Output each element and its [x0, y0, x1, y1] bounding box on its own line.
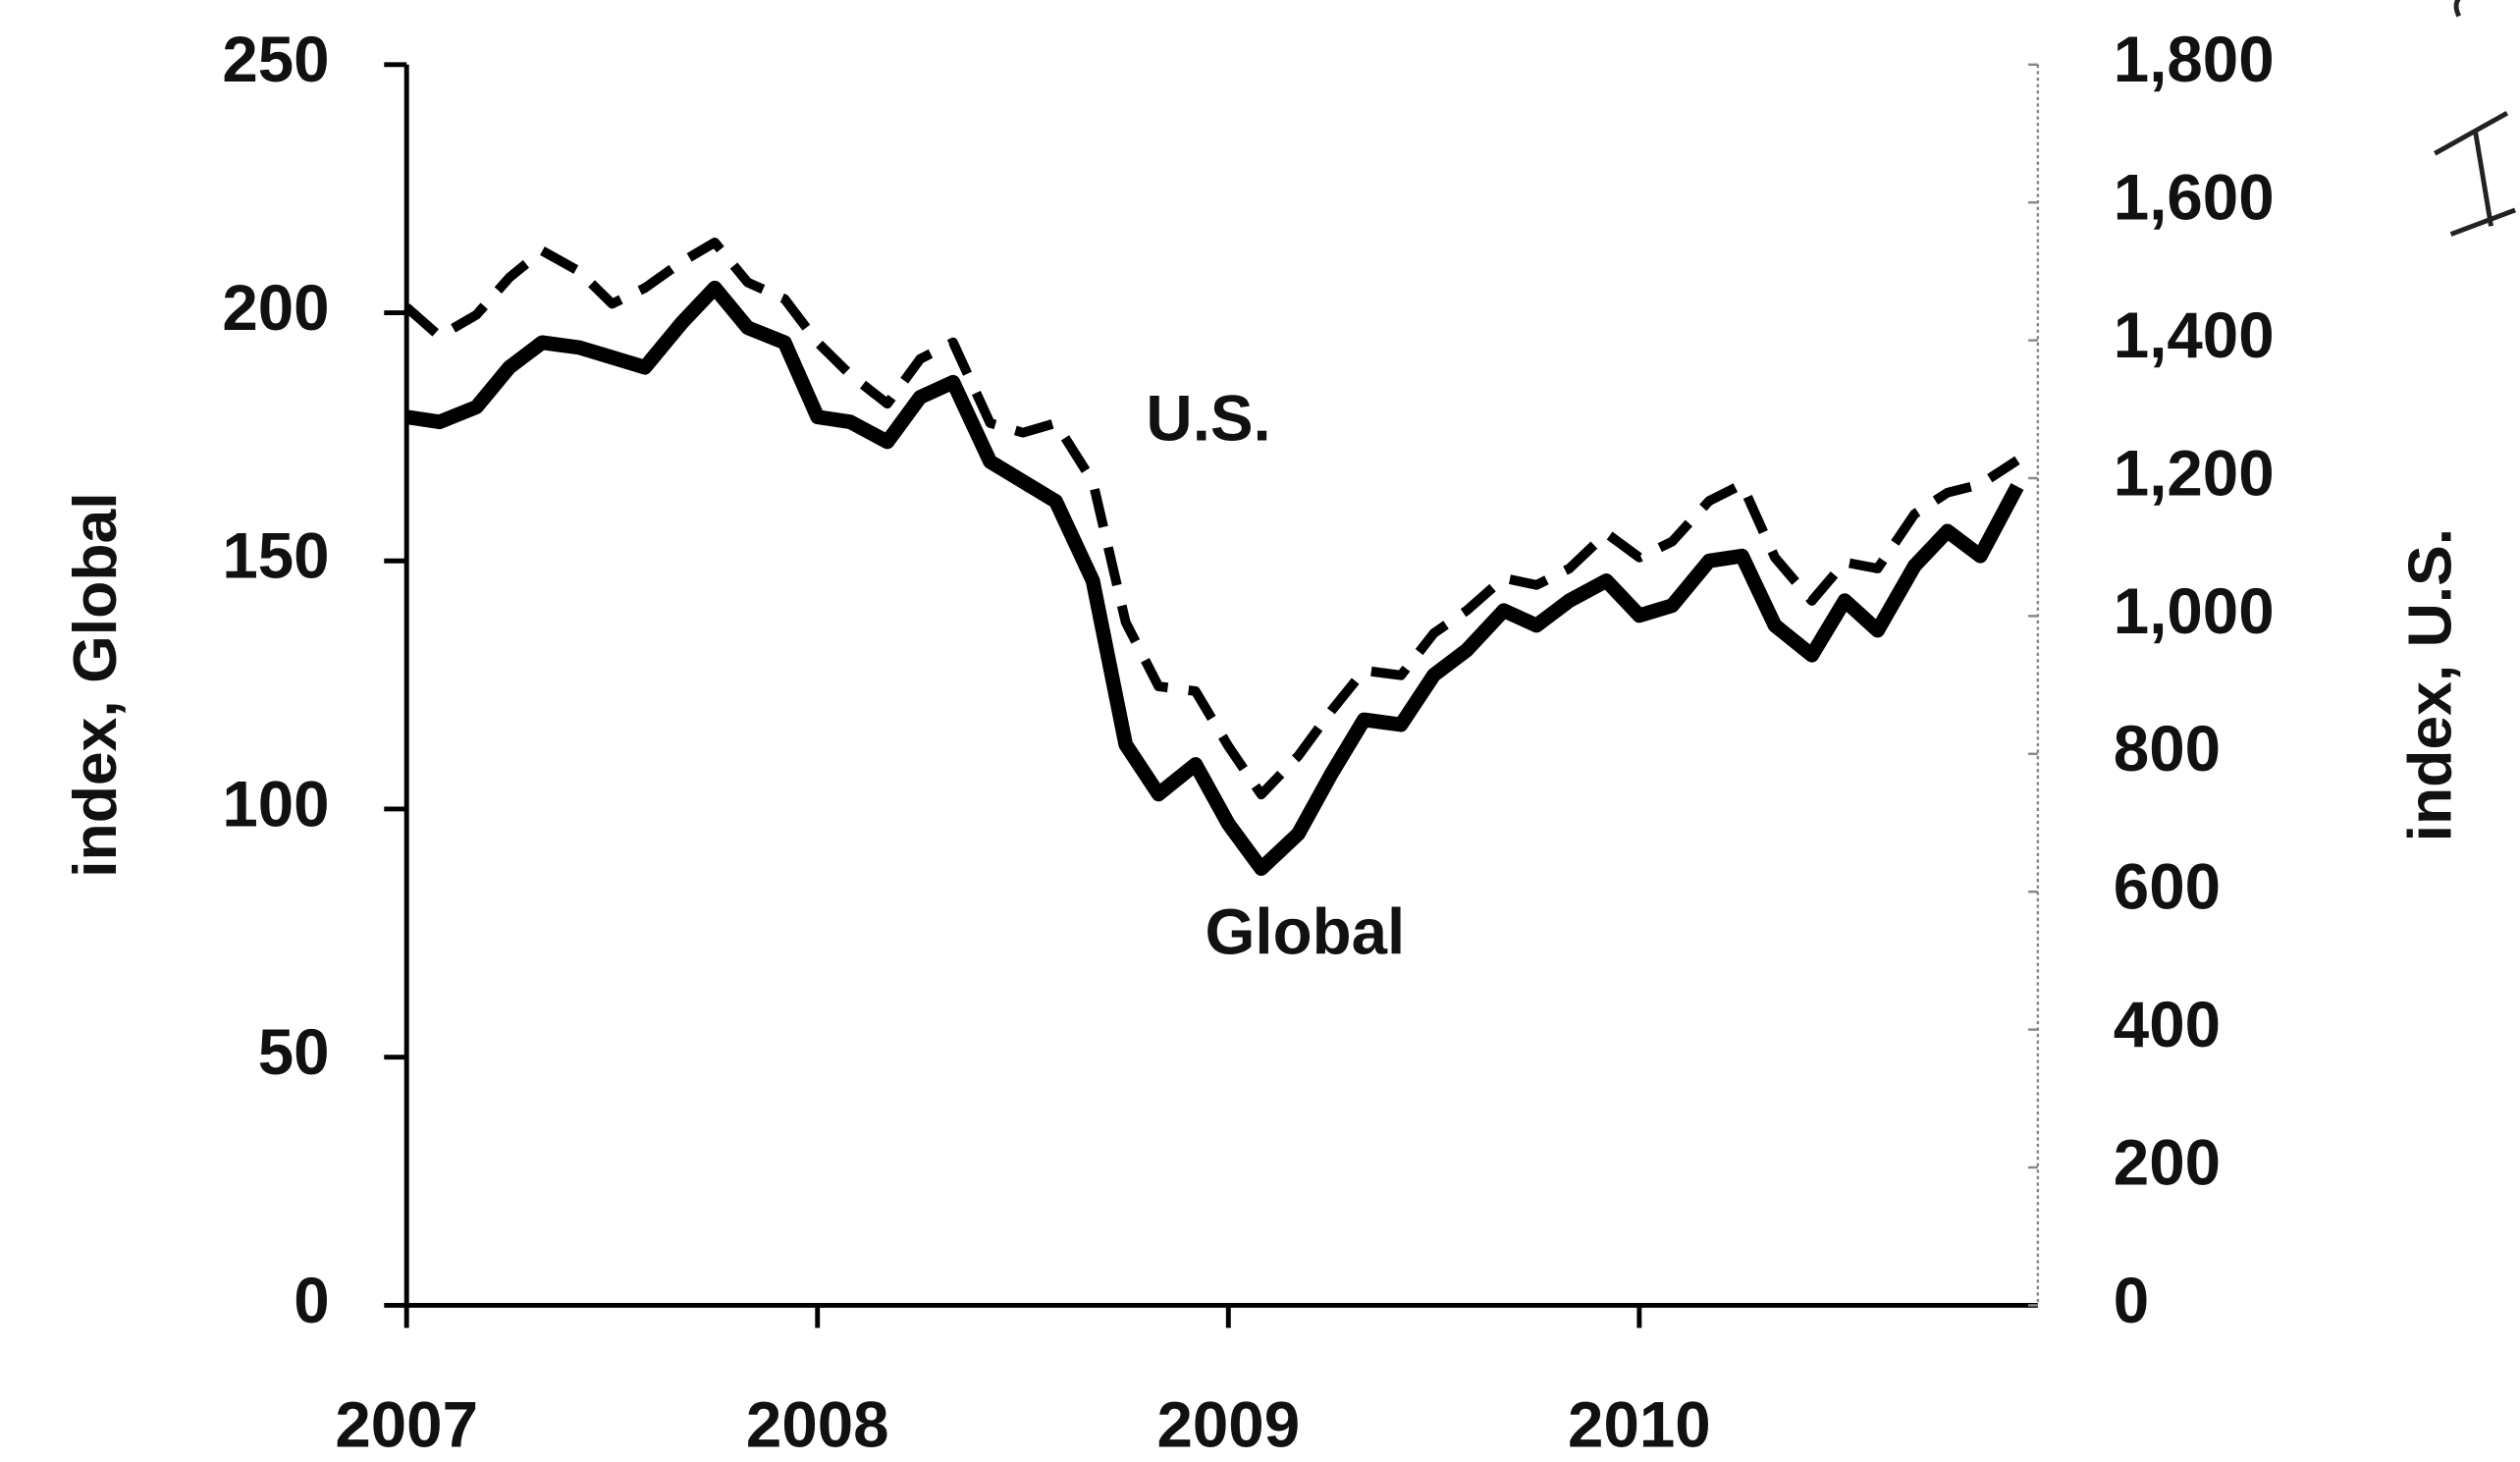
y2-tick-label: 0	[2114, 1265, 2149, 1336]
x-tick-label: 2010	[1568, 1388, 1711, 1460]
y2-tick-label: 800	[2114, 713, 2221, 785]
annotation: Global	[1206, 896, 1406, 968]
y2-tick-label: 600	[2114, 850, 2221, 922]
x-tick-label: 2007	[335, 1388, 478, 1460]
y2-tick-label: 400	[2114, 989, 2221, 1060]
y2-tick-label: 1,800	[2114, 24, 2275, 95]
y-axis-label: index, Global	[62, 492, 130, 878]
annotation: U.S.	[1146, 382, 1270, 454]
y2-tick-label: 1,200	[2114, 437, 2275, 509]
y-tick-label: 50	[258, 1016, 330, 1088]
y-tick-label: 100	[222, 768, 329, 839]
line-series	[405, 280, 2024, 877]
y2-tick-label: 1,600	[2114, 161, 2275, 233]
y-tick-label: 200	[222, 272, 329, 344]
y2-axis-label: index, U.S.	[2397, 528, 2465, 842]
y2-tick-label: 200	[2114, 1126, 2221, 1198]
x-tick-label: 2008	[746, 1388, 889, 1460]
x-tick-label: 2009	[1156, 1388, 1300, 1460]
line-series	[402, 237, 2020, 800]
y2-tick-label: 1,000	[2114, 575, 2275, 647]
y-tick-label: 150	[222, 519, 329, 591]
handwriting	[2434, 0, 2516, 237]
y-tick-label: 250	[222, 24, 329, 95]
y2-tick-label: 1,400	[2114, 299, 2275, 371]
y-tick-label: 0	[294, 1265, 329, 1336]
